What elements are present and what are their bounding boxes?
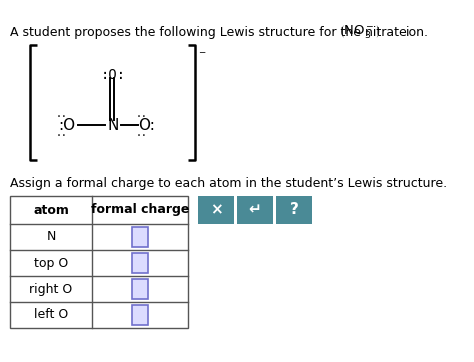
- Text: $^{-}$: $^{-}$: [198, 49, 207, 62]
- Text: ×: ×: [210, 202, 222, 218]
- Text: ··: ··: [56, 131, 68, 141]
- Text: top O: top O: [34, 257, 68, 269]
- Text: :O:: :O:: [100, 68, 126, 82]
- Bar: [10, 196, 188, 328]
- Bar: [132, 305, 148, 325]
- Text: ion.: ion.: [406, 26, 429, 39]
- Text: :O: :O: [58, 118, 75, 133]
- Text: Assign a formal charge to each atom in the student’s Lewis structure.: Assign a formal charge to each atom in t…: [10, 177, 447, 190]
- Bar: [198, 196, 234, 224]
- Text: atom: atom: [33, 203, 69, 216]
- Bar: [237, 196, 273, 224]
- Text: left O: left O: [34, 308, 68, 321]
- Text: ··: ··: [56, 112, 68, 122]
- Text: formal charge: formal charge: [91, 203, 189, 216]
- Text: $\left(\mathrm{NO_3^-}\right)$: $\left(\mathrm{NO_3^-}\right)$: [339, 23, 381, 40]
- Bar: [276, 196, 312, 224]
- Text: O:: O:: [138, 118, 155, 133]
- Text: ?: ?: [290, 202, 299, 218]
- Text: right O: right O: [29, 282, 73, 295]
- Text: ··: ··: [136, 112, 148, 122]
- Bar: [132, 253, 148, 273]
- Text: A student proposes the following Lewis structure for the nitrate: A student proposes the following Lewis s…: [10, 26, 407, 39]
- Bar: [132, 279, 148, 299]
- Text: N: N: [46, 231, 55, 244]
- Text: ··: ··: [136, 131, 148, 141]
- Bar: [132, 227, 148, 247]
- Text: ↵: ↵: [249, 202, 261, 218]
- Text: N: N: [107, 118, 118, 133]
